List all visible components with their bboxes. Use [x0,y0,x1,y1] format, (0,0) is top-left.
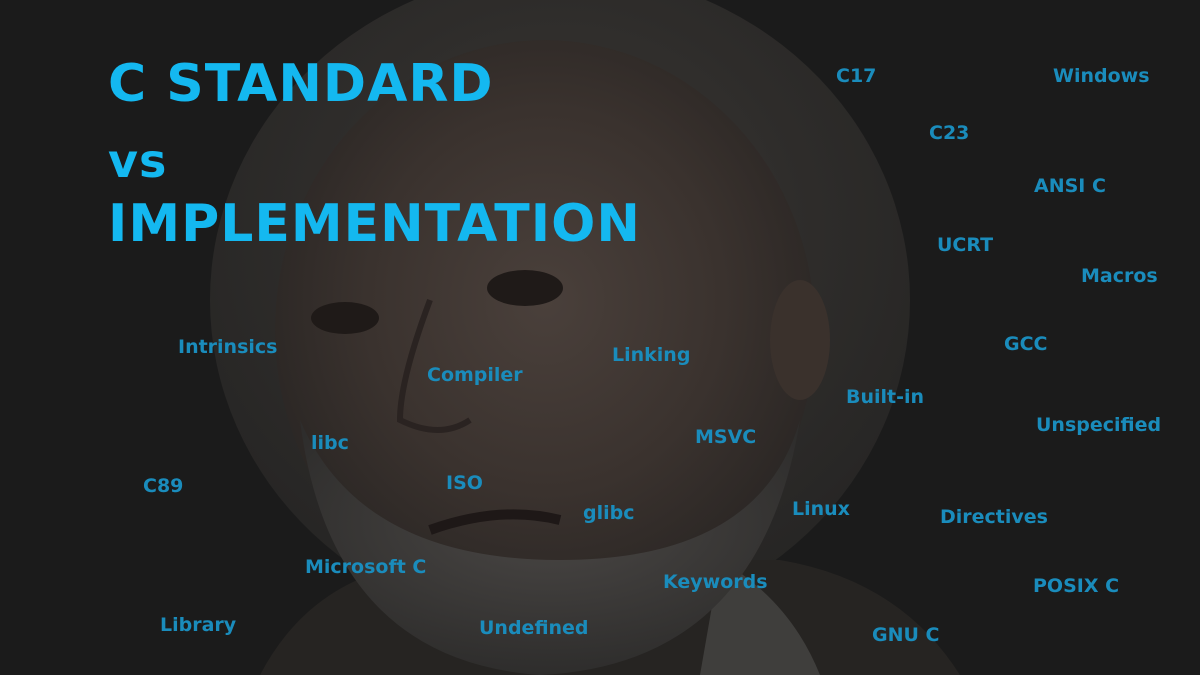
title-line-standard: C STANDARD [108,54,494,114]
nose-shape [396,298,472,433]
title-line-implementation: IMPLEMENTATION [108,194,641,254]
keyword-linux: Linux [792,498,850,520]
keyword-compiler: Compiler [427,364,523,386]
keyword-keywords: Keywords [663,571,768,593]
keyword-intrinsics: Intrinsics [178,336,278,358]
ear-shape [770,280,830,400]
beard-shape [300,420,800,675]
keyword-library: Library [160,614,237,636]
keyword-c23: C23 [929,122,970,144]
keyword-windows: Windows [1053,65,1150,87]
right-eye-shape [487,270,563,306]
keyword-iso: ISO [446,472,483,494]
keyword-built-in: Built-in [846,386,925,408]
keyword-c17: C17 [836,65,877,87]
keyword-c89: C89 [143,475,184,497]
keyword-ucrt: UCRT [937,234,994,256]
keyword-gcc: GCC [1004,333,1048,355]
keyword-macros: Macros [1081,265,1158,287]
keyword-glibc: glibc [583,502,635,524]
keyword-linking: Linking [612,344,691,366]
face-shape [275,40,815,620]
keyword-gnu-c: GNU C [872,624,940,646]
keyword-msvc: MSVC [695,426,757,448]
keyword-ansi-c: ANSI C [1034,175,1106,197]
keyword-microsoft-c: Microsoft C [305,556,427,578]
keyword-undefined: Undefined [479,617,589,639]
title-line-vs: vs [108,134,168,188]
left-eye-shape [311,302,379,334]
mouth-shape [428,509,562,535]
keyword-libc: libc [311,432,349,454]
keyword-directives: Directives [940,506,1048,528]
keyword-unspecified: Unspecified [1036,414,1162,436]
keyword-posix-c: POSIX C [1033,575,1120,597]
